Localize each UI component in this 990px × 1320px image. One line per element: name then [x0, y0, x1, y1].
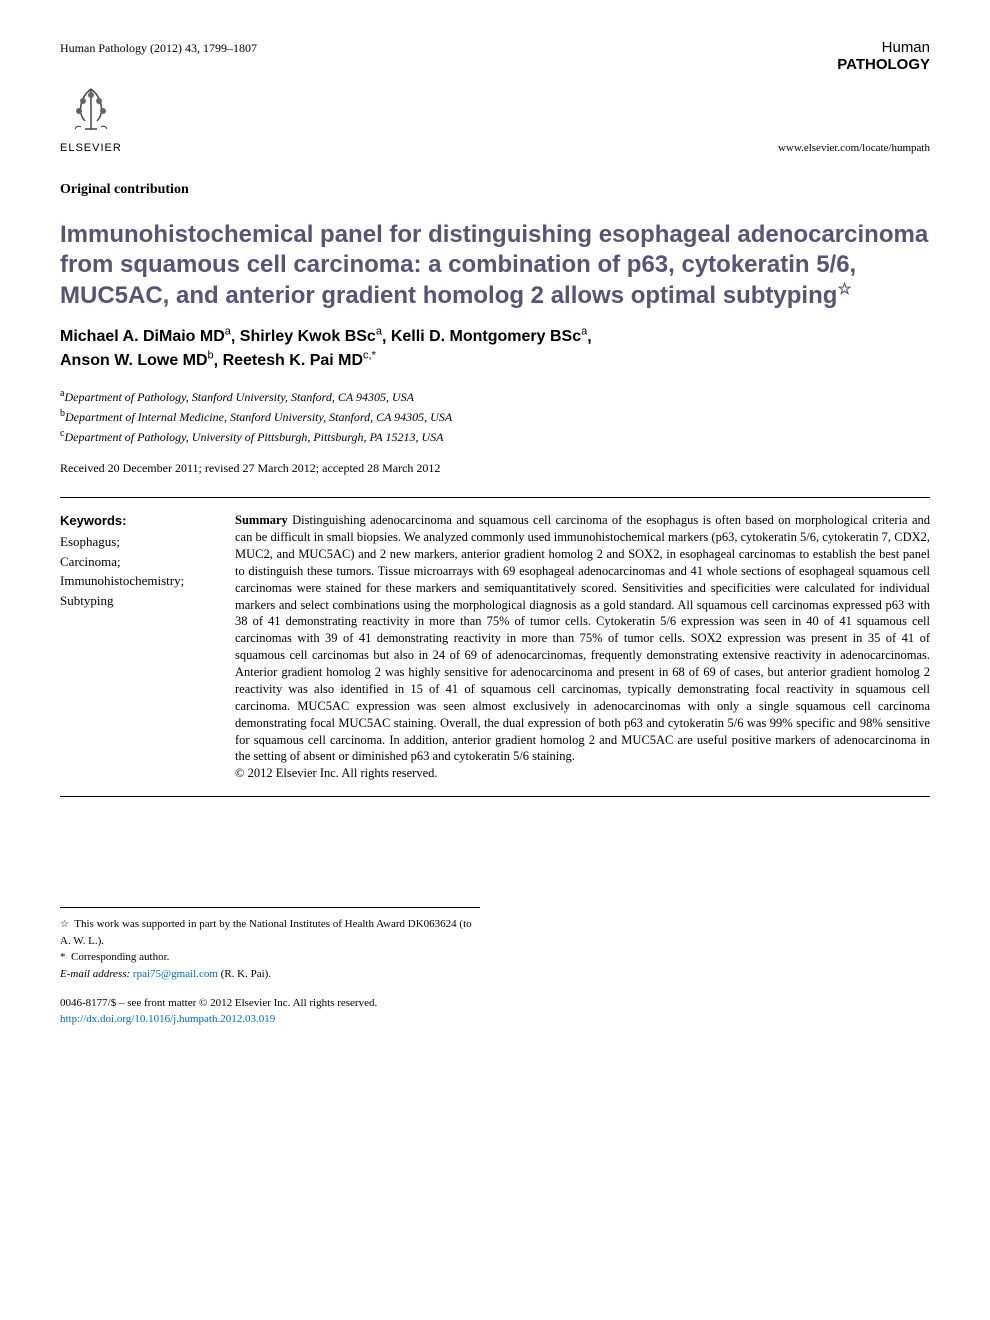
keyword: Subtyping — [60, 593, 113, 608]
author: Michael A. DiMaio MDa — [60, 328, 231, 345]
summary-label: Summary — [235, 513, 288, 527]
email-person: (R. K. Pai). — [221, 968, 271, 980]
summary-copyright: © 2012 Elsevier Inc. All rights reserved… — [235, 766, 438, 780]
publisher-name: ELSEVIER — [60, 141, 122, 156]
keyword: Esophagus; — [60, 534, 120, 549]
affiliations-list: aDepartment of Pathology, Stanford Unive… — [60, 386, 930, 446]
email-label: E-mail address: — [60, 968, 130, 980]
keyword: Immunohistochemistry; — [60, 573, 184, 588]
summary-text: Distinguishing adenocarcinoma and squamo… — [235, 513, 930, 763]
citation-text: Human Pathology (2012) 43, 1799–1807 — [60, 40, 257, 57]
header-row: Human Pathology (2012) 43, 1799–1807 Hum… — [60, 40, 930, 73]
article-title: Immunohistochemical panel for distinguis… — [60, 220, 930, 311]
journal-line2: PATHOLOGY — [837, 56, 930, 73]
author: Shirley Kwok BSca — [240, 328, 382, 345]
keywords-list: Esophagus; Carcinoma; Immunohistochemist… — [60, 532, 217, 610]
keywords-column: Keywords: Esophagus; Carcinoma; Immunohi… — [60, 512, 235, 782]
elsevier-logo: ELSEVIER — [60, 81, 122, 156]
corresponding-text: Corresponding author. — [71, 951, 169, 963]
author: Reetesh K. Pai MDc,* — [223, 352, 376, 369]
affiliation: aDepartment of Pathology, Stanford Unive… — [60, 386, 930, 406]
section-label: Original contribution — [60, 180, 930, 200]
footer-notes: ☆ This work was supported in part by the… — [60, 907, 480, 982]
article-dates: Received 20 December 2011; revised 27 Ma… — [60, 460, 930, 477]
summary-column: Summary Distinguishing adenocarcinoma an… — [235, 512, 930, 782]
author: Anson W. Lowe MDb — [60, 352, 214, 369]
logo-row: ELSEVIER www.elsevier.com/locate/humpath — [60, 81, 930, 156]
doi-link[interactable]: http://dx.doi.org/10.1016/j.humpath.2012… — [60, 1013, 275, 1025]
journal-line1: Human — [882, 39, 930, 56]
author: Kelli D. Montgomery BSca — [391, 328, 587, 345]
affiliation: bDepartment of Internal Medicine, Stanfo… — [60, 406, 930, 426]
keywords-heading: Keywords: — [60, 512, 217, 530]
keyword: Carcinoma; — [60, 554, 121, 569]
funding-note: ☆ This work was supported in part by the… — [60, 916, 480, 949]
email-note: E-mail address: rpai75@gmail.com (R. K. … — [60, 966, 480, 983]
affiliation: cDepartment of Pathology, University of … — [60, 426, 930, 446]
email-link[interactable]: rpai75@gmail.com — [133, 968, 218, 980]
copyright-footer: 0046-8177/$ – see front matter © 2012 El… — [60, 996, 930, 1027]
funding-symbol-icon: ☆ — [60, 919, 69, 930]
title-text: Immunohistochemical panel for distinguis… — [60, 221, 928, 309]
title-footnote-icon: ☆ — [837, 281, 851, 298]
journal-url: www.elsevier.com/locate/humpath — [778, 141, 930, 156]
journal-block: Human PATHOLOGY — [837, 40, 930, 73]
funding-text: This work was supported in part by the N… — [60, 918, 472, 947]
journal-name: Human PATHOLOGY — [837, 40, 930, 73]
abstract-block: Keywords: Esophagus; Carcinoma; Immunohi… — [60, 497, 930, 797]
elsevier-tree-icon — [63, 81, 119, 139]
corresponding-note: * Corresponding author. — [60, 949, 480, 966]
authors-list: Michael A. DiMaio MDa, Shirley Kwok BSca… — [60, 325, 930, 372]
copyright-text: 0046-8177/$ – see front matter © 2012 El… — [60, 996, 930, 1011]
corresponding-symbol: * — [60, 951, 66, 963]
